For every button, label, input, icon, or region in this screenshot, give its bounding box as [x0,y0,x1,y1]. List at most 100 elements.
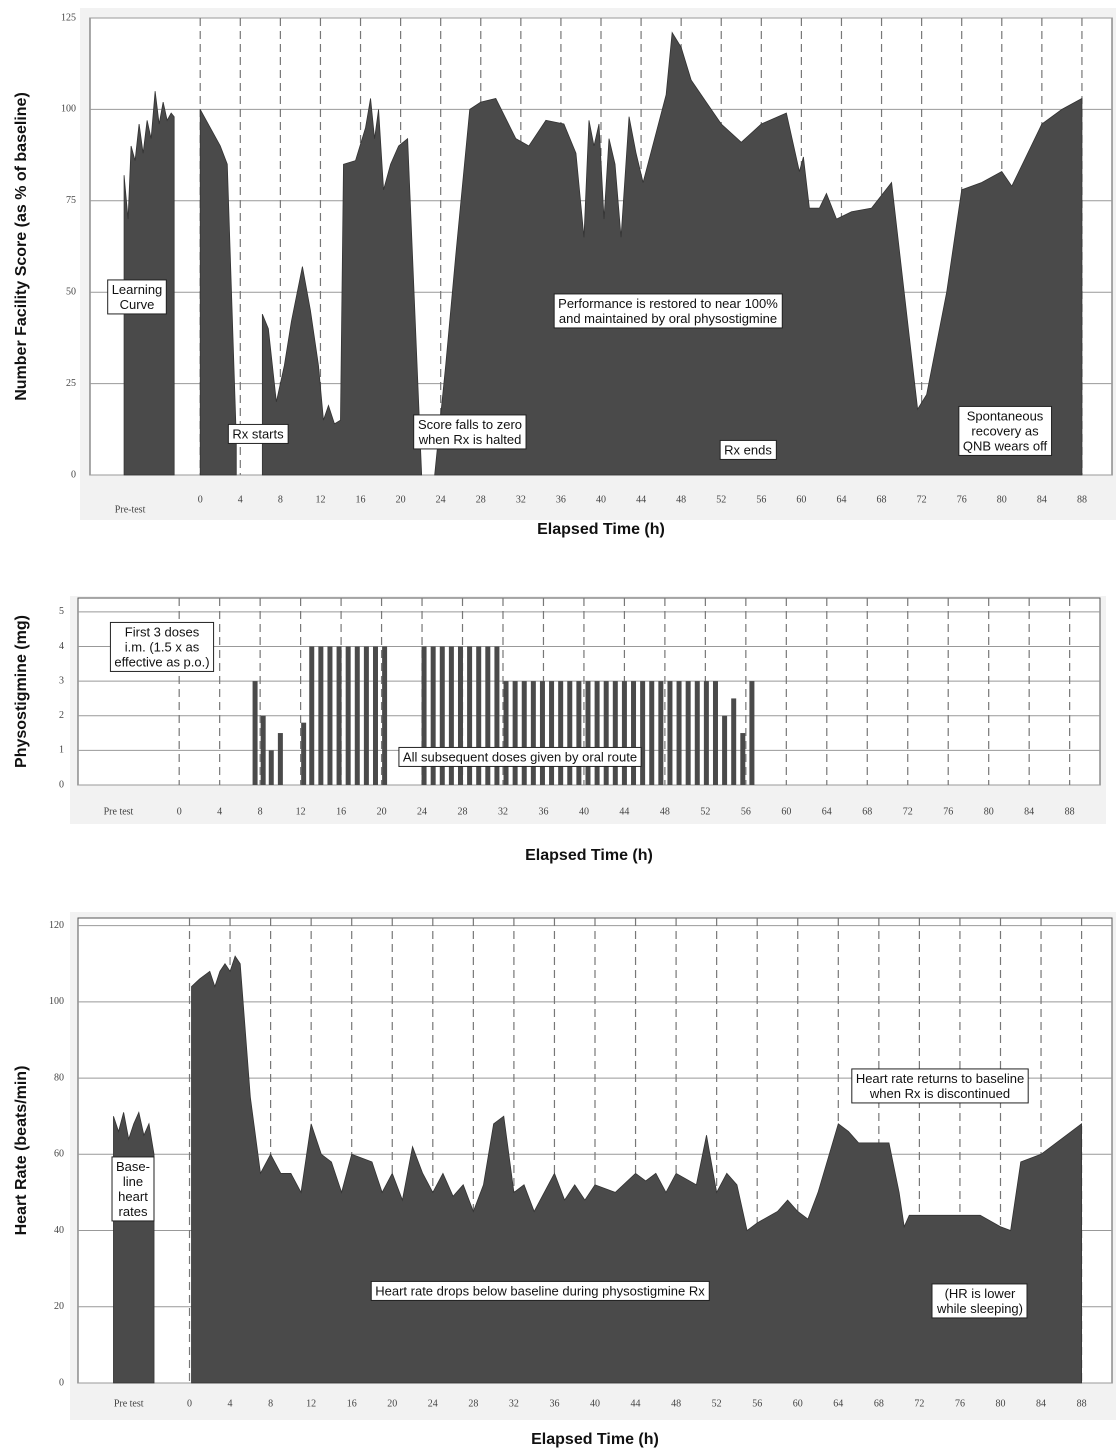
x-tick-label: 36 [538,806,548,817]
x-tick-label: 52 [700,806,710,817]
bar [612,681,618,785]
bar [354,646,360,785]
x-tick-label: 28 [458,806,468,817]
bar [567,681,573,785]
x-tick-label: 48 [671,1398,681,1409]
bar [363,646,369,785]
x-tick-label: 32 [509,1398,519,1409]
x-tick-label: 16 [347,1398,357,1409]
bar [430,646,436,785]
bar [667,681,673,785]
bar [722,715,728,785]
x-axis-label: Elapsed Time (h) [537,521,665,538]
bar [476,646,482,785]
annotation-text: and maintained by oral physostigmine [559,311,777,326]
annotation-text: line [123,1174,143,1189]
y-axis-label: Physostigmine (mg) [13,615,30,768]
annotation-text: Rx ends [724,442,772,457]
x-tick-label: 64 [833,1398,843,1409]
x-tick-label: 24 [436,494,446,505]
annotation-box [851,1068,1029,1104]
annotation-box [111,1156,155,1222]
x-tick-label: 56 [756,494,766,505]
annotation-text: heart [118,1189,148,1204]
x-tick-label: Pre test [114,1398,144,1409]
x-tick-label: 52 [716,494,726,505]
bar [703,681,709,785]
x-tick-label: 80 [984,806,994,817]
y-tick-label: 50 [66,286,76,297]
y-tick-label: 120 [49,920,64,931]
bar [676,681,682,785]
annotation-box [553,293,783,329]
x-tick-label: 16 [356,494,366,505]
y-tick-label: 2 [59,710,64,721]
y-tick-label: 5 [59,606,64,617]
y-axis-label: Heart Rate (beats/min) [13,1066,30,1236]
annotation-text: rates [119,1204,148,1219]
bar [457,646,463,785]
annotation-text: when Rx is discontinued [869,1086,1010,1101]
x-axis-label: Elapsed Time (h) [531,1431,659,1448]
annotation-box [107,279,167,315]
y-tick-label: 100 [61,104,76,115]
bar [731,698,737,785]
y-tick-label: 25 [66,378,76,389]
annotation: Heart rate drops below baseline during p… [370,1280,710,1301]
x-tick-label: 20 [387,1398,397,1409]
bar [558,681,564,785]
annotation-text: Performance is restored to near 100% [558,296,778,311]
annotation-box [370,1280,710,1301]
bar [631,681,637,785]
bar [345,646,351,785]
x-tick-label: 64 [836,494,846,505]
annotation-text: Score falls to zero [418,417,522,432]
bar [658,681,664,785]
x-tick-label: Pre-test [115,504,146,515]
annotation-box [398,746,642,767]
x-tick-label: 88 [1065,806,1075,817]
x-tick-label: 32 [498,806,508,817]
y-tick-label: 0 [59,779,64,790]
x-tick-label: 68 [874,1398,884,1409]
annotation-text: QNB wears off [963,438,1048,453]
x-tick-label: 12 [306,1398,316,1409]
x-tick-label: 4 [217,806,222,817]
annotation-text: while sleeping) [936,1301,1023,1316]
annotation-box [958,405,1053,456]
bar [712,681,718,785]
annotation-text: Learning [112,282,163,297]
annotation-box [109,621,215,672]
bar [649,681,655,785]
annotation-box [719,439,777,460]
bar [277,733,283,785]
bar [372,646,378,785]
bar [640,681,646,785]
area [123,31,1083,476]
x-tick-label: 28 [468,1398,478,1409]
x-tick-label: 56 [752,1398,762,1409]
bar [521,681,527,785]
bar [382,646,388,785]
x-tick-label: 28 [476,494,486,505]
annotation-text: Spontaneous [967,408,1044,423]
bar [268,750,274,785]
x-tick-label: 68 [877,494,887,505]
x-tick-label: 24 [417,806,427,817]
x-tick-label: 12 [296,806,306,817]
bar [467,646,473,785]
bar [694,681,700,785]
x-tick-label: 16 [336,806,346,817]
x-tick-label: 40 [579,806,589,817]
x-tick-label: 44 [619,806,629,817]
x-tick-label: 60 [793,1398,803,1409]
annotation-text: First 3 doses [125,624,200,639]
x-tick-label: 60 [796,494,806,505]
